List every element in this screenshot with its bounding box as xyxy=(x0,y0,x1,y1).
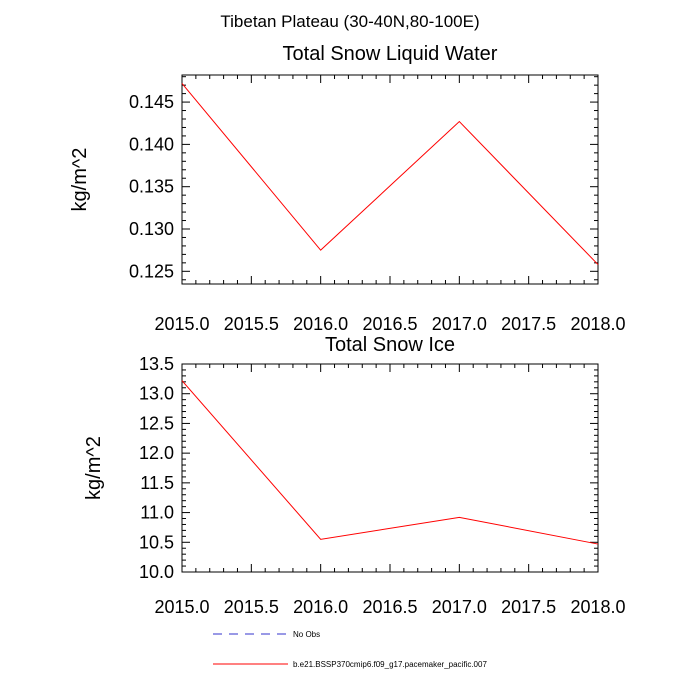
y-tick-label: 0.125 xyxy=(129,261,174,281)
y-tick-label: 12.0 xyxy=(139,443,174,463)
x-tick-label: 2016.0 xyxy=(293,597,348,617)
plot-frame xyxy=(181,74,599,285)
x-tick-label: 2015.0 xyxy=(154,597,209,617)
x-tick-label: 2018.0 xyxy=(570,314,625,334)
y-tick-label: 13.5 xyxy=(139,354,174,374)
x-tick-label: 2015.5 xyxy=(224,597,279,617)
x-tick-label: 2016.5 xyxy=(362,314,417,334)
y-tick-label: 11.5 xyxy=(140,473,174,493)
x-tick-label: 2017.0 xyxy=(432,314,487,334)
panel-title: Total Snow Ice xyxy=(325,334,455,356)
x-tick-label: 2016.0 xyxy=(293,314,348,334)
legend-label-model: b.e21.BSSP370cmip6.f09_g17.pacemaker_pac… xyxy=(293,660,487,669)
y-tick-label: 12.5 xyxy=(139,413,174,433)
panel-title: Total Snow Liquid Water xyxy=(283,43,498,65)
plot-frame xyxy=(181,363,599,573)
x-tick-label: 2015.5 xyxy=(224,314,279,334)
x-tick-label: 2016.5 xyxy=(362,597,417,617)
x-tick-label: 2017.0 xyxy=(432,597,487,617)
y-tick-label: 10.0 xyxy=(139,562,174,582)
x-tick-label: 2017.5 xyxy=(501,597,556,617)
y-tick-label: 11.0 xyxy=(140,503,174,523)
series-line xyxy=(181,83,599,265)
y-tick-label: 0.140 xyxy=(129,134,174,154)
x-tick-label: 2017.5 xyxy=(501,314,556,334)
figure-title: Tibetan Plateau (30-40N,80-100E) xyxy=(220,12,479,31)
y-axis-label: kg/m^2 xyxy=(69,148,91,212)
y-tick-label: 10.5 xyxy=(139,532,174,552)
y-axis-label: kg/m^2 xyxy=(83,436,105,500)
y-tick-label: 0.145 xyxy=(129,92,174,112)
x-tick-label: 2018.0 xyxy=(570,597,625,617)
legend: No Obs b.e21.BSSP370cmip6.f09_g17.pacema… xyxy=(213,630,487,669)
y-tick-label: 0.130 xyxy=(129,219,174,239)
legend-label-no-obs: No Obs xyxy=(293,630,320,639)
panel-snow-liquid-water: Total Snow Liquid Water kg/m^2 2015.0 2015.… xyxy=(69,43,626,334)
y-tick-label: 0.135 xyxy=(129,177,174,197)
panel-snow-ice: Total Snow Ice kg/m^2 2015.0 2015.5 2016.0 20… xyxy=(83,334,626,617)
series-line xyxy=(181,380,599,545)
y-tick-label: 13.0 xyxy=(139,384,174,404)
x-tick-label: 2015.0 xyxy=(154,314,209,334)
